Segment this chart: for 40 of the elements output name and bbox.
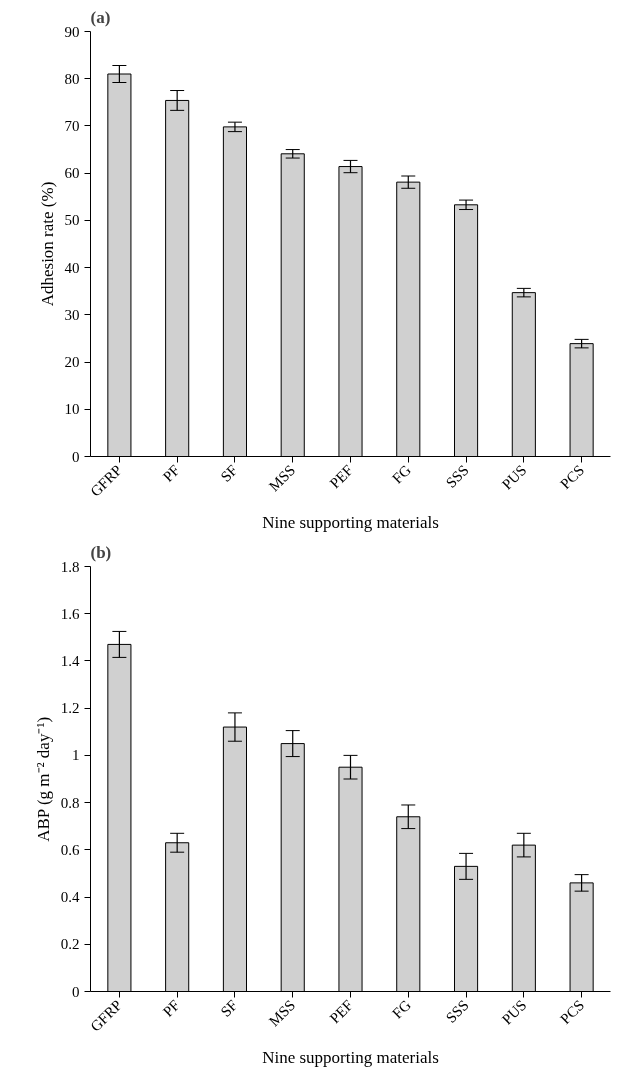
x-tick-label: PUS xyxy=(498,461,530,493)
y-axis-title: Adhesion rate (%) xyxy=(37,181,57,307)
y-tick-label: 50 xyxy=(64,212,80,229)
y-tick-label: 0.8 xyxy=(60,794,80,811)
x-tick-label: PEF xyxy=(326,461,357,492)
y-tick-label: 1.4 xyxy=(60,652,80,669)
y-tick-label: 0.4 xyxy=(60,889,80,906)
y-tick-label: 0 xyxy=(72,983,80,1000)
y-tick-label: 0.2 xyxy=(60,936,80,953)
x-tick-label: PCS xyxy=(557,996,588,1028)
x-tick-label: PUS xyxy=(498,996,530,1028)
y-tick-label: 90 xyxy=(64,23,80,40)
chart-title: (b) xyxy=(90,542,112,562)
x-tick-label: SF xyxy=(217,461,241,485)
y-tick-label: 70 xyxy=(64,117,80,134)
y-tick-label: 0 xyxy=(72,448,80,465)
x-tick-label: FG xyxy=(389,996,415,1022)
y-tick-label: 1.8 xyxy=(60,558,80,575)
y-tick-label: 1.6 xyxy=(60,605,80,622)
y-tick-label: 1.2 xyxy=(60,700,80,717)
y-tick-label: 1 xyxy=(72,747,80,764)
x-tick-label: FG xyxy=(389,461,415,487)
x-tick-label: SSS xyxy=(442,461,472,491)
y-tick-label: 40 xyxy=(64,259,80,276)
y-tick-label: 60 xyxy=(64,165,80,182)
x-tick-label: PCS xyxy=(557,461,588,493)
x-tick-label: SSS xyxy=(442,996,472,1026)
chart-title: (a) xyxy=(90,7,111,27)
y-tick-label: 20 xyxy=(64,354,80,371)
x-axis-title: Nine supporting materials xyxy=(262,1048,439,1068)
x-axis-title: Nine supporting materials xyxy=(262,513,439,533)
y-tick-label: 80 xyxy=(64,70,80,87)
y-tick-label: 10 xyxy=(64,401,80,418)
x-tick-label: SF xyxy=(217,996,241,1020)
x-tick-label: PF xyxy=(159,461,183,485)
y-tick-label: 0.6 xyxy=(60,841,80,858)
x-tick-label: PF xyxy=(159,996,183,1020)
y-axis-title: ABP (g m⁻² day⁻¹) xyxy=(33,716,53,842)
x-tick-label: PEF xyxy=(326,996,357,1027)
y-tick-label: 30 xyxy=(64,306,80,323)
